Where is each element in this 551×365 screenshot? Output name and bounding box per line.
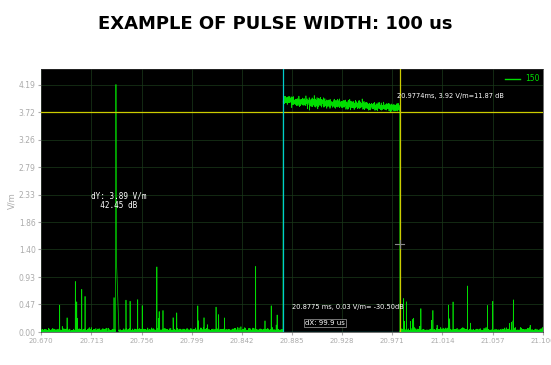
Text: 150: 150: [525, 74, 539, 83]
Text: 20.8775 ms, 0.03 V/m= -30.50dB: 20.8775 ms, 0.03 V/m= -30.50dB: [292, 304, 404, 310]
Y-axis label: V/m: V/m: [7, 192, 16, 209]
Text: EXAMPLE OF PULSE WIDTH: 100 us: EXAMPLE OF PULSE WIDTH: 100 us: [98, 15, 453, 32]
Text: dX: 99.9 us: dX: 99.9 us: [305, 320, 344, 326]
Text: dY: 3.89 V/m
  42.45 dB: dY: 3.89 V/m 42.45 dB: [91, 191, 147, 211]
Text: 20.9774ms, 3.92 V/m=11.87 dB: 20.9774ms, 3.92 V/m=11.87 dB: [397, 93, 504, 99]
